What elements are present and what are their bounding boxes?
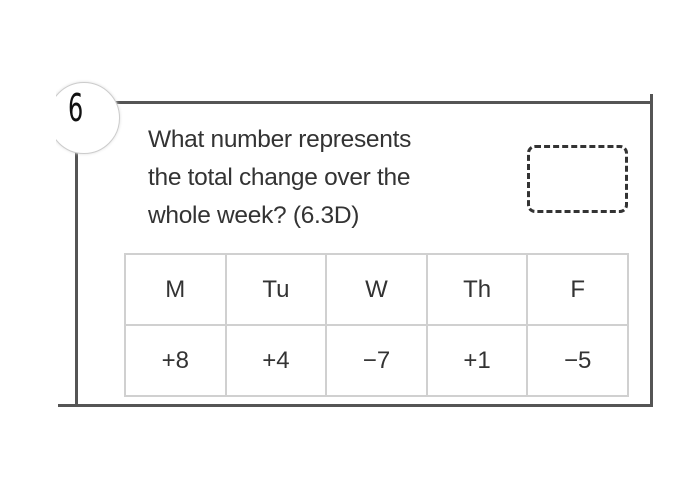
value-cell: −5 [526,324,629,397]
frame-right [650,94,653,407]
header-cell: Th [425,253,529,326]
question-text: What number represents the total change … [148,121,518,235]
value-cell: +1 [425,324,529,397]
question-line: whole week? (6.3D) [148,202,360,229]
question-line: the total change over the [148,164,411,191]
header-cell: W [325,253,428,326]
value-cell: +8 [124,324,227,397]
header-cell: Tu [224,253,328,326]
answer-box[interactable] [527,145,628,213]
frame-left [75,150,78,406]
value-cell: −7 [325,324,428,397]
table-row: +8 +4 −7 +1 −5 [124,324,629,397]
value-cell: +4 [224,324,328,397]
badge-clip [0,60,56,170]
header-cell: F [526,253,629,326]
question-line: What number represents [148,126,412,153]
question-number: 6 [68,86,84,130]
frame-top [108,101,653,104]
change-table: M Tu W Th F +8 +4 −7 +1 −5 [124,253,629,397]
question-number-badge [48,82,120,154]
header-cell: M [124,253,227,326]
frame-bottom [58,404,653,407]
table-header-row: M Tu W Th F [124,253,629,326]
